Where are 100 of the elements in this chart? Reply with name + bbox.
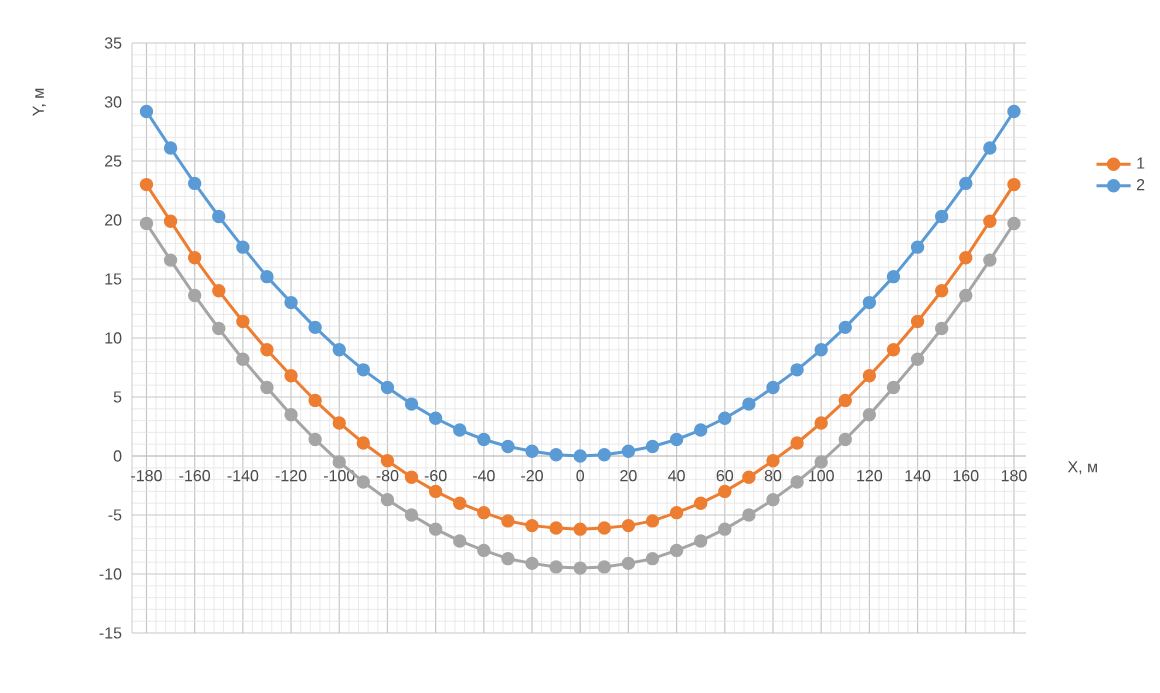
point bbox=[621, 444, 636, 458]
legend-label: 2 bbox=[1136, 179, 1145, 191]
point bbox=[669, 505, 684, 520]
point bbox=[694, 534, 708, 548]
point bbox=[453, 496, 467, 510]
y-tick-label: 35 bbox=[104, 37, 122, 49]
point bbox=[212, 284, 226, 298]
y-tick-label: 15 bbox=[105, 273, 122, 285]
x-tick-label: 40 bbox=[668, 470, 685, 482]
point bbox=[525, 518, 539, 533]
point bbox=[332, 455, 346, 469]
x-tick-label: -180 bbox=[131, 470, 162, 482]
point bbox=[910, 352, 925, 366]
point bbox=[621, 518, 636, 533]
legend-label: 1 bbox=[1137, 157, 1145, 169]
point bbox=[838, 432, 852, 447]
point bbox=[332, 416, 346, 430]
x-tick-label: -60 bbox=[424, 470, 447, 482]
point bbox=[380, 492, 395, 507]
point bbox=[983, 141, 997, 155]
point bbox=[886, 343, 901, 357]
point bbox=[549, 560, 563, 574]
x-tick-label: 100 bbox=[809, 470, 834, 482]
point bbox=[187, 176, 202, 191]
y-tick-label: 10 bbox=[105, 332, 122, 344]
point bbox=[501, 551, 515, 566]
point bbox=[573, 449, 587, 463]
point bbox=[428, 522, 443, 536]
point bbox=[597, 448, 612, 462]
point bbox=[1007, 104, 1021, 119]
point bbox=[139, 216, 154, 231]
point bbox=[597, 560, 612, 574]
point bbox=[862, 408, 877, 422]
point bbox=[718, 411, 732, 425]
point bbox=[525, 556, 539, 571]
point bbox=[236, 352, 250, 366]
point bbox=[959, 288, 973, 303]
point bbox=[477, 505, 491, 520]
point bbox=[959, 176, 973, 191]
point bbox=[332, 343, 346, 357]
point bbox=[260, 269, 274, 284]
point bbox=[766, 380, 780, 395]
point bbox=[525, 444, 539, 458]
point bbox=[862, 295, 877, 310]
point bbox=[790, 436, 804, 450]
point bbox=[694, 423, 708, 437]
point bbox=[959, 251, 973, 265]
point bbox=[742, 397, 756, 411]
point bbox=[886, 380, 901, 395]
point bbox=[669, 543, 684, 558]
point bbox=[163, 253, 178, 267]
point bbox=[814, 455, 828, 469]
y-tick-label: -10 bbox=[99, 568, 122, 580]
point bbox=[260, 380, 274, 395]
point bbox=[163, 141, 178, 155]
point bbox=[718, 522, 732, 536]
point bbox=[645, 439, 660, 454]
y-tick-label: 20 bbox=[105, 214, 122, 226]
point bbox=[862, 369, 877, 383]
point bbox=[139, 177, 154, 192]
x-tick-label: 60 bbox=[716, 470, 734, 482]
point bbox=[1007, 177, 1021, 192]
point bbox=[669, 432, 684, 447]
point bbox=[766, 492, 780, 507]
point bbox=[284, 369, 298, 383]
point bbox=[573, 561, 587, 575]
point bbox=[428, 484, 443, 499]
x-tick-label: 120 bbox=[857, 470, 883, 482]
point bbox=[790, 363, 804, 377]
point bbox=[139, 104, 154, 119]
point bbox=[380, 380, 395, 395]
point bbox=[814, 416, 828, 430]
point bbox=[910, 240, 925, 254]
point bbox=[790, 475, 804, 489]
point bbox=[838, 320, 852, 335]
y-tick-label: 25 bbox=[105, 155, 122, 167]
point bbox=[356, 363, 371, 377]
y-tick-label: -15 bbox=[99, 627, 122, 639]
point bbox=[501, 439, 515, 454]
point bbox=[477, 432, 491, 447]
x-tick-label: 20 bbox=[620, 470, 637, 482]
x-tick-label: 160 bbox=[953, 470, 979, 482]
point bbox=[356, 436, 371, 450]
x-tick-label: -140 bbox=[227, 470, 259, 482]
x-tick-label: 0 bbox=[576, 470, 585, 482]
point bbox=[308, 320, 322, 335]
x-tick-label: -40 bbox=[472, 470, 495, 482]
point bbox=[260, 343, 274, 357]
x-tick-label: 80 bbox=[764, 470, 782, 482]
point bbox=[284, 295, 298, 310]
point bbox=[1007, 216, 1021, 231]
point bbox=[236, 240, 250, 254]
point bbox=[477, 543, 491, 558]
point bbox=[742, 508, 756, 522]
x-tick-label: -20 bbox=[521, 470, 543, 482]
x-tick-label: -80 bbox=[376, 470, 399, 482]
point bbox=[766, 454, 780, 468]
x-tick-label: -120 bbox=[275, 470, 307, 482]
point bbox=[428, 411, 443, 425]
point bbox=[645, 514, 660, 528]
